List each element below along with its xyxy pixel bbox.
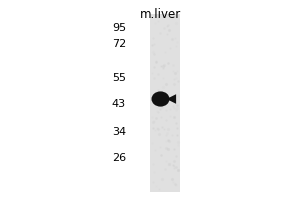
Text: 26: 26 [112,153,126,163]
Polygon shape [167,94,176,104]
Text: m.liver: m.liver [140,8,181,21]
Text: 34: 34 [112,127,126,137]
Ellipse shape [152,91,169,107]
Bar [150,14,180,192]
Text: 72: 72 [112,39,126,49]
Text: 95: 95 [112,23,126,33]
Text: 43: 43 [112,99,126,109]
Text: 55: 55 [112,73,126,83]
